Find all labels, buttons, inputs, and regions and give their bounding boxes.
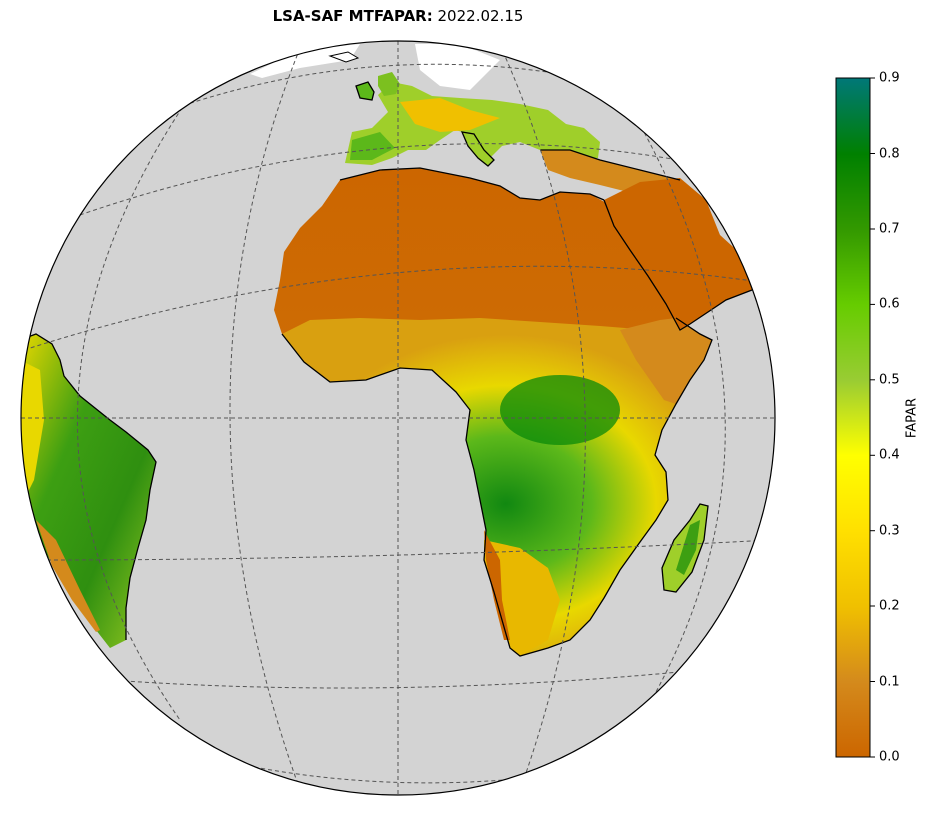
scandinavia-landmass (415, 44, 500, 90)
italy-landmass (462, 132, 494, 166)
title-separator: : (426, 7, 433, 25)
graticule (21, 41, 775, 795)
colorbar-tick-label: 0.3 (879, 523, 900, 539)
greenland-landmass (250, 44, 360, 78)
congo-forest (500, 375, 620, 445)
andes-dry (36, 520, 100, 632)
land-layer (21, 44, 752, 656)
europe-dry-zone (400, 98, 500, 132)
title-date: 2022.02.15 (437, 7, 524, 25)
colorbar-tick-label: 0.0 (879, 749, 900, 765)
colorbar-tick-label: 0.2 (879, 598, 900, 614)
colorbar-tick-label: 0.4 (879, 447, 900, 463)
madagascar-forest (676, 520, 700, 575)
colorbar-ticks (870, 77, 875, 758)
title-product: LSA-SAF MTFAPAR (272, 7, 427, 25)
britain-island (378, 72, 400, 96)
colorbar-tick-label: 0.6 (879, 296, 900, 312)
namib-desert (484, 530, 510, 640)
arabia-landmass (604, 178, 752, 330)
map-title: LSA-SAF MTFAPAR: 2022.02.15 (0, 7, 796, 25)
horn-of-africa-dry (620, 318, 712, 404)
south-america-west-dry (21, 360, 44, 500)
colorbar-tick-label: 0.7 (879, 221, 900, 237)
south-america-landmass (21, 334, 156, 648)
colorbar-tick-label: 0.9 (879, 70, 900, 86)
colorbar-tick-label: 0.5 (879, 372, 900, 388)
colorbar-label: FAPAR (904, 397, 920, 439)
iberia-vegetation (350, 132, 395, 160)
kalahari-dry (484, 540, 560, 656)
colorbar (835, 77, 871, 758)
globe-outline (20, 40, 776, 796)
colorbar-tick-label: 0.8 (879, 146, 900, 161)
iceland-landmass (328, 51, 360, 63)
britain-landmass (356, 82, 374, 100)
coastlines (21, 81, 753, 657)
colorbar-tick-label: 0.1 (879, 674, 900, 689)
